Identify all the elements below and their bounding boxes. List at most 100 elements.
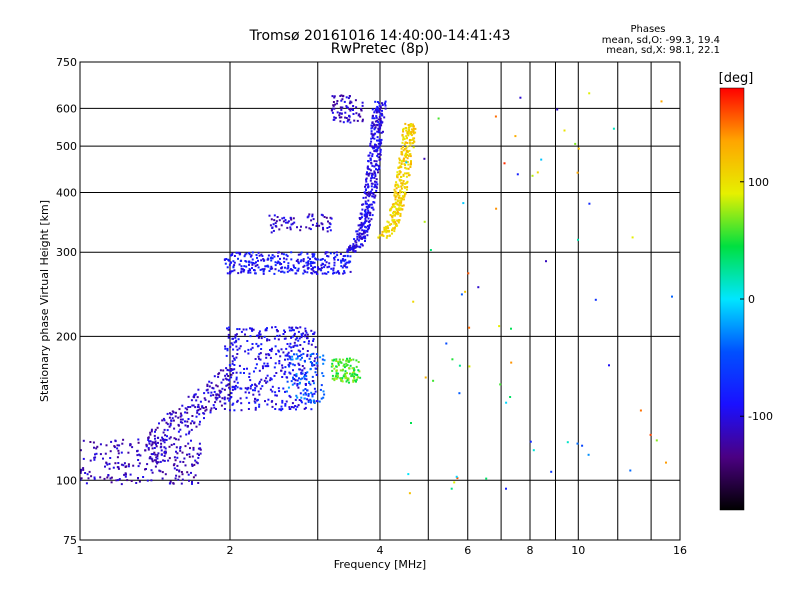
data-point xyxy=(412,137,415,140)
data-point xyxy=(377,142,380,145)
data-point xyxy=(105,444,108,447)
data-point xyxy=(313,402,316,404)
data-point xyxy=(249,271,252,274)
data-point xyxy=(300,353,303,356)
data-point xyxy=(293,374,296,377)
data-point xyxy=(345,106,348,109)
data-point xyxy=(271,227,274,229)
data-point xyxy=(350,248,353,251)
data-point xyxy=(274,261,277,264)
data-point xyxy=(379,112,382,115)
data-point xyxy=(263,379,266,382)
data-point xyxy=(367,192,370,195)
data-point xyxy=(109,457,112,459)
data-point xyxy=(242,328,245,331)
x-tick-label: 2 xyxy=(227,544,234,557)
data-point xyxy=(183,457,186,460)
data-point xyxy=(319,268,322,271)
data-point xyxy=(266,362,269,365)
data-point xyxy=(397,212,400,214)
data-point xyxy=(336,270,339,273)
data-point xyxy=(376,154,379,157)
data-point xyxy=(395,222,398,225)
data-point xyxy=(197,403,200,406)
data-point xyxy=(304,372,307,374)
data-point xyxy=(577,147,580,150)
data-point xyxy=(342,375,345,378)
data-point xyxy=(310,391,313,394)
data-point xyxy=(249,385,252,388)
data-point xyxy=(311,375,314,378)
data-point xyxy=(201,406,204,409)
data-point xyxy=(145,443,148,446)
data-point xyxy=(338,114,341,117)
data-point xyxy=(322,226,324,229)
data-point xyxy=(342,255,345,258)
data-point xyxy=(249,387,252,390)
data-point xyxy=(180,482,183,485)
data-point xyxy=(362,196,365,199)
data-point xyxy=(402,180,405,183)
data-point xyxy=(197,409,200,412)
data-point xyxy=(326,230,329,233)
data-point xyxy=(360,109,363,112)
data-point xyxy=(231,403,234,406)
data-point xyxy=(594,298,597,301)
data-point xyxy=(316,222,318,225)
data-point xyxy=(339,253,342,255)
data-point xyxy=(248,253,251,256)
data-point xyxy=(377,156,380,159)
data-point xyxy=(284,331,286,333)
data-point xyxy=(331,111,334,114)
data-point xyxy=(302,265,305,268)
data-point xyxy=(177,424,180,427)
data-point xyxy=(301,369,304,372)
data-point xyxy=(295,357,298,360)
data-point xyxy=(310,408,313,411)
data-point xyxy=(202,407,205,409)
data-point xyxy=(374,109,377,112)
data-point xyxy=(281,366,284,369)
data-point xyxy=(379,150,382,153)
data-point xyxy=(219,369,222,372)
data-point xyxy=(221,387,224,390)
data-point xyxy=(338,116,341,119)
data-point xyxy=(150,428,153,431)
data-point xyxy=(379,108,382,111)
data-point xyxy=(266,339,268,342)
data-point xyxy=(210,391,213,394)
data-point xyxy=(164,447,167,450)
data-point xyxy=(149,431,152,434)
data-point xyxy=(184,420,186,423)
data-point xyxy=(154,440,157,443)
data-point xyxy=(298,337,301,340)
data-point xyxy=(275,403,277,406)
data-point xyxy=(260,253,263,256)
data-point xyxy=(170,443,173,446)
data-point xyxy=(366,165,369,168)
data-point xyxy=(376,164,379,167)
data-point xyxy=(370,203,373,206)
data-point xyxy=(233,409,236,412)
data-point xyxy=(109,450,112,453)
data-point xyxy=(82,468,85,471)
data-point xyxy=(314,257,317,260)
data-point xyxy=(230,392,233,395)
data-point xyxy=(352,109,354,111)
data-point xyxy=(358,113,361,116)
data-point xyxy=(326,251,329,254)
data-point xyxy=(378,127,381,130)
data-point xyxy=(202,412,205,415)
data-point xyxy=(159,439,162,442)
point-cluster xyxy=(405,92,673,495)
data-point xyxy=(108,467,111,470)
data-point xyxy=(377,153,380,156)
data-point xyxy=(287,386,290,389)
data-point xyxy=(316,362,319,365)
data-point xyxy=(357,233,360,236)
data-point xyxy=(169,424,172,427)
data-point xyxy=(264,265,267,268)
data-point xyxy=(227,333,230,336)
data-point xyxy=(352,370,355,373)
data-point xyxy=(356,238,359,241)
